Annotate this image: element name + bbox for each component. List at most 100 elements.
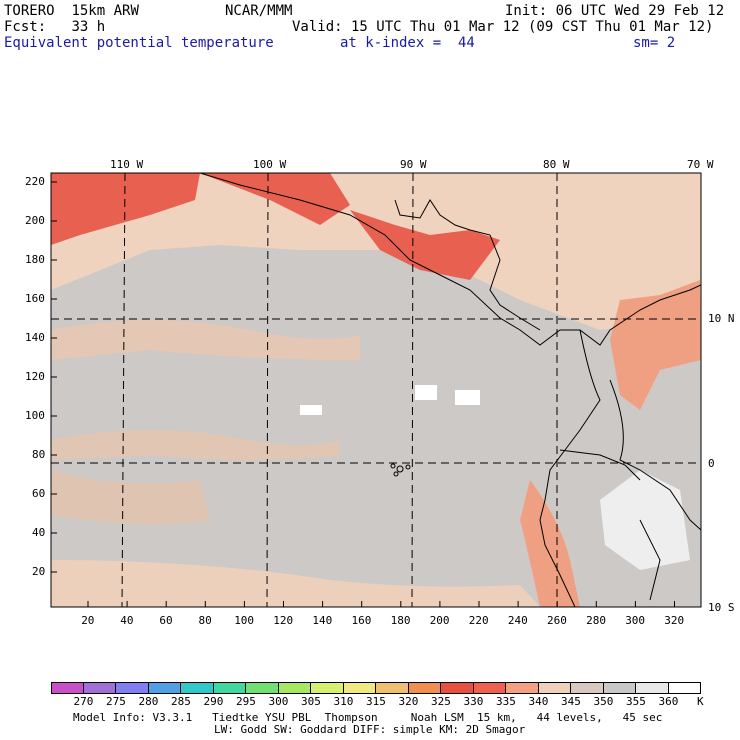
org-label: NCAR/MMM: [225, 3, 293, 19]
forecast-hour: Fcst: 33 h: [4, 19, 106, 35]
valid-time: Valid: 15 UTC Thu 01 Mar 12 (09 CST Thu …: [292, 19, 714, 35]
colorbar-label: 295: [236, 695, 256, 708]
colorbar-cell: [181, 682, 214, 694]
lon-label-90w: 90 W: [400, 158, 427, 171]
field-warm-north: [51, 173, 701, 330]
colorbar-label: 310: [333, 695, 354, 708]
level-label: at k-index = 44: [340, 35, 475, 51]
x-tick-label: 120: [273, 614, 294, 627]
colorbar-cell: [506, 682, 539, 694]
model-name: TORERO 15km ARW: [4, 3, 139, 19]
colorbar-cell: [311, 682, 344, 694]
colorbar-label: 315: [366, 695, 386, 708]
x-tick-label: 100: [234, 614, 255, 627]
x-tick-label: 300: [625, 614, 646, 627]
coastline-south-america: [539, 329, 601, 607]
x-tick-label: 40: [120, 614, 134, 627]
colorbar-cell: [376, 682, 409, 694]
x-tick-label: 140: [312, 614, 333, 627]
colorbar-label: 270: [73, 695, 94, 708]
galapagos-islands: [390, 463, 411, 477]
field-andes-light: [600, 470, 690, 570]
y-tick-label: 80: [32, 448, 46, 461]
border-south-america-3: [639, 519, 661, 601]
colorbar-label: 345: [561, 695, 581, 708]
init-time: Init: 06 UTC Wed 29 Feb 12: [505, 3, 725, 19]
x-tick-label: 220: [468, 614, 489, 627]
x-tick-label: 280: [586, 614, 606, 627]
lat-label-0: 0: [708, 457, 715, 470]
colorbar-cell: [246, 682, 279, 694]
colorbar-label: 360: [658, 695, 679, 708]
graticule: [51, 173, 701, 607]
y-tick-label: 100: [25, 409, 45, 422]
colorbar-label: 330: [463, 695, 484, 708]
y-tick-label: 20: [32, 565, 46, 578]
field-hot-central-america: [350, 210, 500, 280]
colorbar-label: 340: [528, 695, 549, 708]
field-white-patch-3: [455, 390, 480, 405]
colorbar-cell: [668, 682, 701, 694]
y-tick-label: 200: [25, 214, 45, 227]
colorbar-cell: [213, 682, 246, 694]
lon-label-110w: 110 W: [110, 158, 144, 171]
colorbar-cell: [83, 682, 116, 694]
colorbar-label: 320: [398, 695, 419, 708]
x-tick-label: 260: [547, 614, 567, 627]
field-hot-nw: [51, 173, 200, 245]
colorbar-cell: [636, 682, 669, 694]
colorbar-cell: [603, 682, 636, 694]
y-tick-label: 220: [25, 175, 45, 188]
field-band-south: [51, 560, 540, 607]
field-name: Equivalent potential temperature: [4, 35, 274, 51]
field-band-1: [51, 320, 360, 360]
lat-label-10n: 10 N: [708, 312, 735, 325]
physics-info: LW: Godd SW: Goddard DIFF: simple KM: 2D…: [214, 723, 526, 736]
x-tick-label: 160: [351, 614, 372, 627]
model-info: Model Info: V3.3.1 Tiedtke YSU PBL Thomp…: [73, 711, 663, 724]
smoothing-label: sm= 2: [633, 35, 676, 51]
colorbar-label: 275: [106, 695, 126, 708]
border-south-america-2: [559, 449, 641, 481]
y-tick-label: 160: [25, 292, 45, 305]
coastline-caribbean: [394, 199, 541, 331]
colorbar-cell: [441, 682, 474, 694]
colorbar-label: 290: [203, 695, 224, 708]
y-tick-label: 40: [32, 526, 46, 539]
colorbar-cell: [538, 682, 571, 694]
colorbar-label: 305: [301, 695, 321, 708]
y-tick-label: 140: [25, 331, 45, 344]
field-hot-peru-coast: [520, 480, 580, 607]
y-tick-label: 60: [32, 487, 46, 500]
field-white-patch-1: [300, 405, 322, 415]
lon-label-100w: 100 W: [253, 158, 287, 171]
y-tick-label: 180: [25, 253, 45, 266]
map-frame: [50, 172, 702, 608]
x-tick-label: 240: [507, 614, 528, 627]
colorbar-cell: [278, 682, 311, 694]
colorbar-cell: [148, 682, 181, 694]
coastline-pacific-central-america: [199, 173, 701, 346]
colorbar-cell: [473, 682, 506, 694]
colorbar-label: 300: [268, 695, 289, 708]
y-tick-label: 120: [25, 370, 45, 383]
field-hot-north: [200, 173, 350, 225]
x-tick-label: 80: [198, 614, 212, 627]
lon-label-80w: 80 W: [543, 158, 570, 171]
field-band-3: [51, 470, 210, 524]
colorbar-cell: [408, 682, 441, 694]
colorbar-cell: [51, 682, 84, 694]
field-white-patch-2: [415, 385, 437, 400]
lat-label-10s: 10 S: [708, 601, 735, 614]
x-tick-label: 320: [664, 614, 685, 627]
colorbar-label: 355: [626, 695, 646, 708]
colorbar-label: 280: [138, 695, 159, 708]
colorbar-cell: [343, 682, 376, 694]
colorbar-label: 325: [431, 695, 451, 708]
x-tick-label: 200: [429, 614, 450, 627]
x-tick-label: 60: [159, 614, 173, 627]
border-south-america-1: [609, 379, 701, 531]
colorbar-label: 335: [496, 695, 516, 708]
colorbar-cell: [116, 682, 149, 694]
